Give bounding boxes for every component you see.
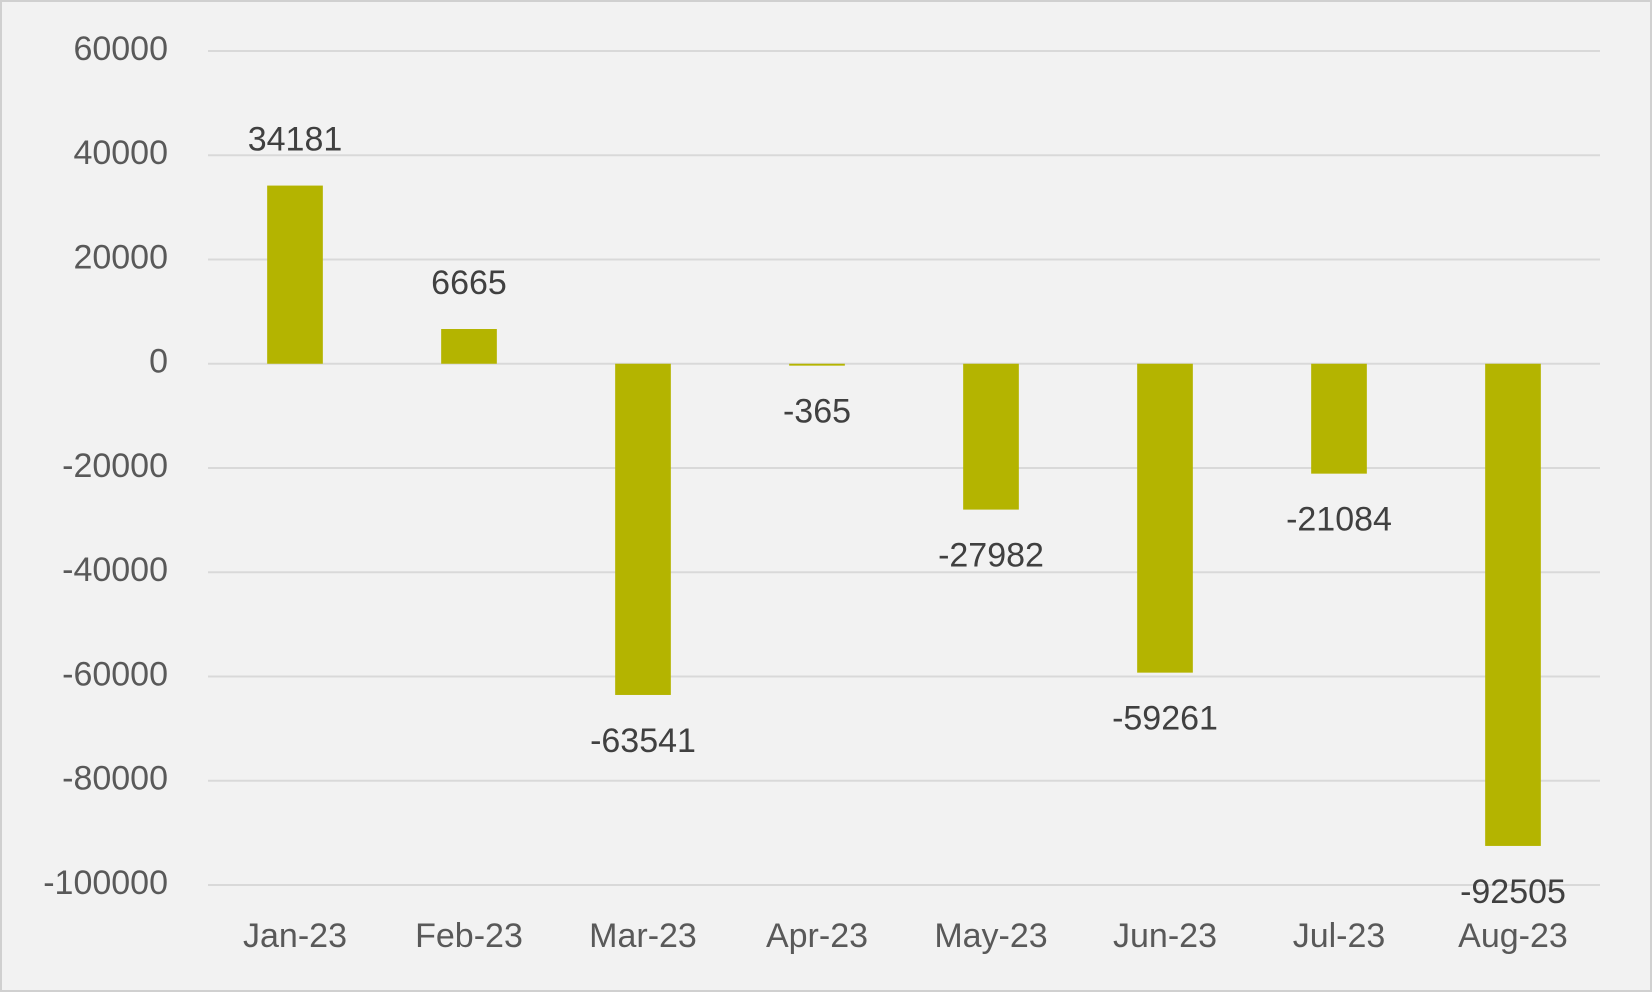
data-label: 6665	[431, 264, 507, 302]
x-tick-label: Apr-23	[766, 917, 868, 955]
x-tick-label: Jan-23	[243, 917, 347, 955]
bar	[1311, 363, 1367, 474]
y-tick-label: 20000	[73, 238, 168, 276]
y-tick-label: -20000	[62, 447, 168, 485]
x-tick-label: May-23	[934, 917, 1047, 955]
y-tick-label: 40000	[73, 134, 168, 172]
bar	[789, 363, 845, 366]
bar	[963, 363, 1019, 510]
x-tick-label: Feb-23	[415, 917, 523, 955]
data-label: -63541	[590, 722, 696, 760]
bar	[441, 329, 497, 364]
y-tick-label: -40000	[62, 551, 168, 589]
bar	[615, 363, 671, 695]
y-tick-label: -80000	[62, 760, 168, 798]
x-tick-label: Jul-23	[1293, 917, 1386, 955]
x-tick-label: Mar-23	[589, 917, 697, 955]
data-label: -92505	[1460, 873, 1566, 911]
data-label: 34181	[248, 121, 343, 159]
data-label: -21084	[1286, 501, 1392, 539]
x-tick-label: Aug-23	[1458, 917, 1568, 955]
x-tick-label: Jun-23	[1113, 917, 1217, 955]
bar	[267, 185, 323, 364]
data-label: -27982	[938, 537, 1044, 575]
bar	[1485, 363, 1541, 846]
y-tick-label: -60000	[62, 655, 168, 693]
y-tick-label: 0	[149, 343, 168, 381]
y-tick-label: -100000	[43, 864, 168, 902]
bar	[1137, 363, 1193, 673]
data-label: -365	[783, 393, 851, 431]
data-label: -59261	[1112, 700, 1218, 738]
y-tick-label: 60000	[73, 30, 168, 68]
